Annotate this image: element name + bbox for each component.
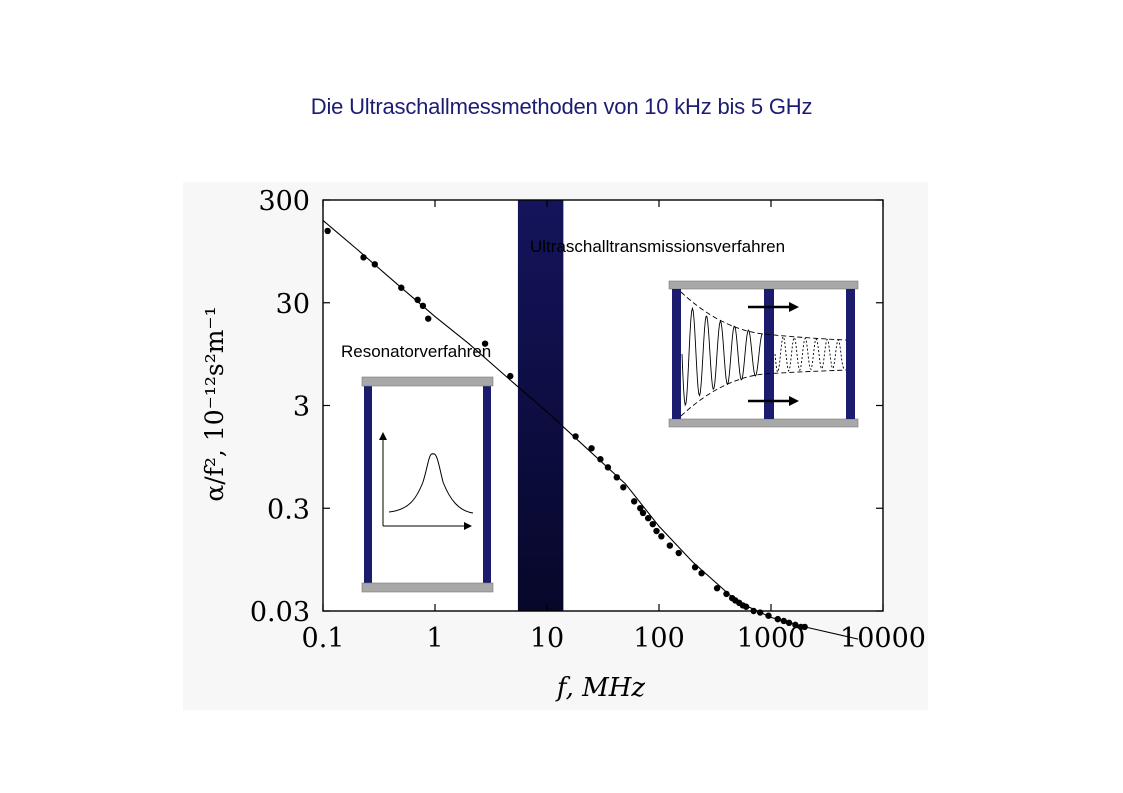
wave-solid [681, 306, 763, 407]
transmission-left-wall [672, 289, 681, 419]
wave-dotted [774, 335, 846, 373]
resonator-left-wall [364, 385, 372, 583]
y-tick-label: 0.03 [250, 597, 310, 628]
data-point [691, 564, 699, 571]
resonator-right-wall [483, 385, 491, 583]
data-point [801, 623, 808, 631]
transmission-diagram [668, 280, 859, 428]
data-point [780, 617, 787, 625]
data-point [425, 315, 432, 322]
transmission-bottom-plate [668, 418, 859, 428]
chart-svg: 0.1 1 10 100 1000 10000 0.03 0.3 3 30 300 Resonato… [200, 186, 926, 703]
data-point [666, 542, 674, 549]
annotation-transmission: Ultraschalltransmissionsverfahren [530, 237, 785, 256]
data-point [742, 603, 750, 610]
data-point [713, 585, 721, 592]
transmission-top-plate [668, 280, 859, 290]
data-point [639, 509, 647, 517]
data-point [597, 456, 604, 463]
slide-title: Die Ultraschallmessmethoden von 10 kHz b… [310, 94, 813, 119]
y-tick-label: 30 [276, 289, 310, 320]
data-point [653, 527, 660, 535]
data-point [637, 505, 644, 512]
data-point [723, 590, 730, 598]
data-point [756, 609, 764, 616]
data-point [419, 302, 427, 310]
y-tick-label: 0.3 [267, 494, 310, 525]
resonator-diagram [361, 376, 494, 593]
y-axis-label: α/f², 10⁻¹²s²m⁻¹ [200, 306, 229, 501]
data-point [398, 284, 405, 291]
data-point [620, 484, 627, 491]
data-point [481, 340, 489, 347]
data-points [324, 227, 808, 631]
chart-figure: 0.1 1 10 100 1000 10000 0.03 0.3 3 30 300 Resonato… [183, 182, 928, 710]
data-point [765, 612, 772, 619]
x-tick-label: 1 [426, 623, 443, 654]
data-point [785, 619, 793, 627]
data-point [360, 254, 367, 261]
x-tick-label: 10000 [840, 623, 926, 654]
x-tick-label: 0.1 [302, 623, 345, 654]
motion-arrowhead-bottom [789, 396, 799, 406]
data-point [658, 533, 665, 540]
data-point [649, 520, 656, 528]
data-point [675, 549, 682, 557]
x-tick-label: 100 [633, 623, 685, 654]
data-point [507, 372, 514, 380]
y-tick-label: 3 [293, 392, 310, 423]
data-point [792, 621, 799, 629]
highlight-band [517, 200, 564, 611]
resonator-bottom-plate [361, 582, 494, 593]
x-axis-label: f, MHz [555, 673, 646, 703]
resonator-y-arrowhead [379, 432, 387, 440]
envelope-lower [680, 369, 847, 417]
resonator-x-arrowhead [464, 522, 472, 530]
resonator-top-plate [361, 376, 494, 387]
resonance-peak-curve [388, 453, 474, 514]
data-point [698, 569, 705, 577]
y-tick-label: 300 [258, 186, 310, 217]
x-tick-label: 10 [530, 623, 564, 654]
motion-arrowhead-top [789, 302, 799, 312]
data-point [630, 498, 638, 505]
data-point [414, 296, 421, 304]
x-tick-label: 1000 [737, 623, 806, 654]
data-point [613, 474, 621, 481]
data-point [644, 515, 652, 522]
transmission-right-wall [846, 289, 855, 419]
data-point [774, 615, 781, 623]
data-point [371, 261, 378, 268]
transmission-moving-wall [764, 289, 774, 419]
data-point [604, 464, 612, 471]
axis-ticks: 0.1 1 10 100 1000 10000 0.03 0.3 3 30 300 [250, 186, 926, 654]
data-point [572, 433, 579, 440]
resonator-cell-bg [365, 385, 488, 583]
envelope-upper [680, 291, 847, 341]
data-point [324, 227, 331, 235]
data-point [588, 445, 595, 452]
annotation-resonator: Resonatorverfahren [341, 342, 491, 361]
